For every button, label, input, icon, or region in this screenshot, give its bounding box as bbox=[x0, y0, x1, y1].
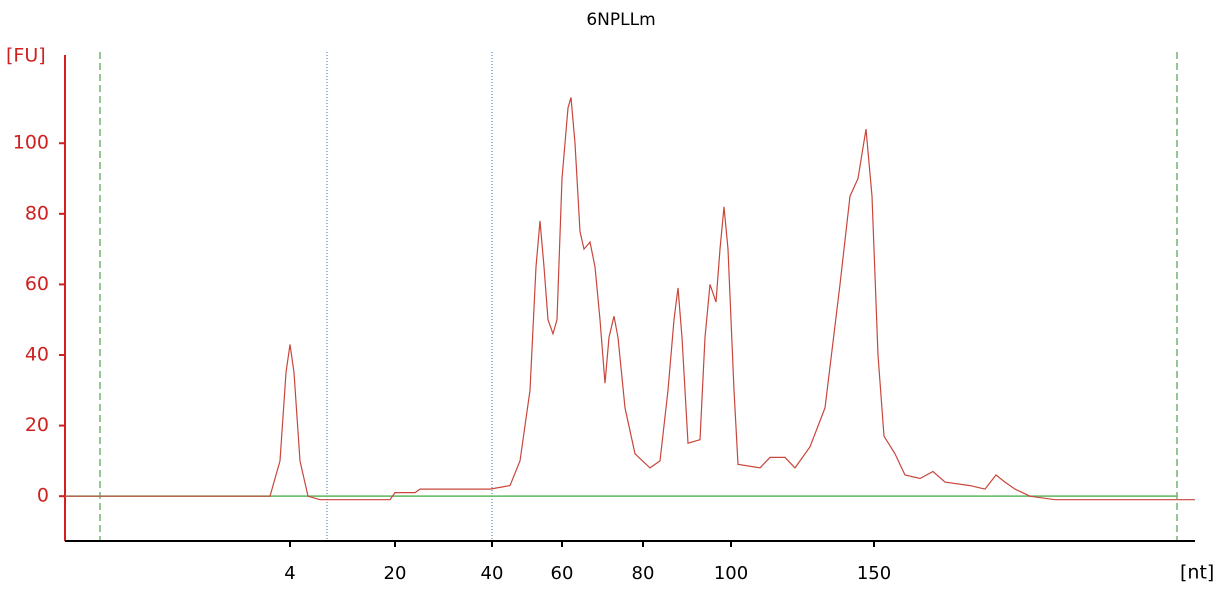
y-tick-label: 40 bbox=[25, 344, 49, 366]
x-tick-label: 100 bbox=[714, 563, 748, 584]
x-tick-label: 150 bbox=[857, 563, 891, 584]
chart-title: 6NPLLm bbox=[586, 10, 655, 30]
x-axis-label: [nt] bbox=[1180, 562, 1214, 584]
y-tick-label: 60 bbox=[25, 273, 49, 295]
y-tick-label: 0 bbox=[37, 485, 49, 507]
x-tick-label: 80 bbox=[632, 563, 655, 584]
y-tick-label: 100 bbox=[13, 132, 49, 154]
x-tick-label: 4 bbox=[284, 563, 295, 584]
trace bbox=[64, 97, 1195, 501]
x-tick-label: 40 bbox=[481, 563, 504, 584]
y-tick-label: 20 bbox=[25, 414, 49, 436]
y-axis-label: [FU] bbox=[6, 45, 46, 67]
y-tick-label: 80 bbox=[25, 202, 49, 224]
x-tick-label: 20 bbox=[384, 563, 407, 584]
x-tick-label: 60 bbox=[551, 563, 574, 584]
